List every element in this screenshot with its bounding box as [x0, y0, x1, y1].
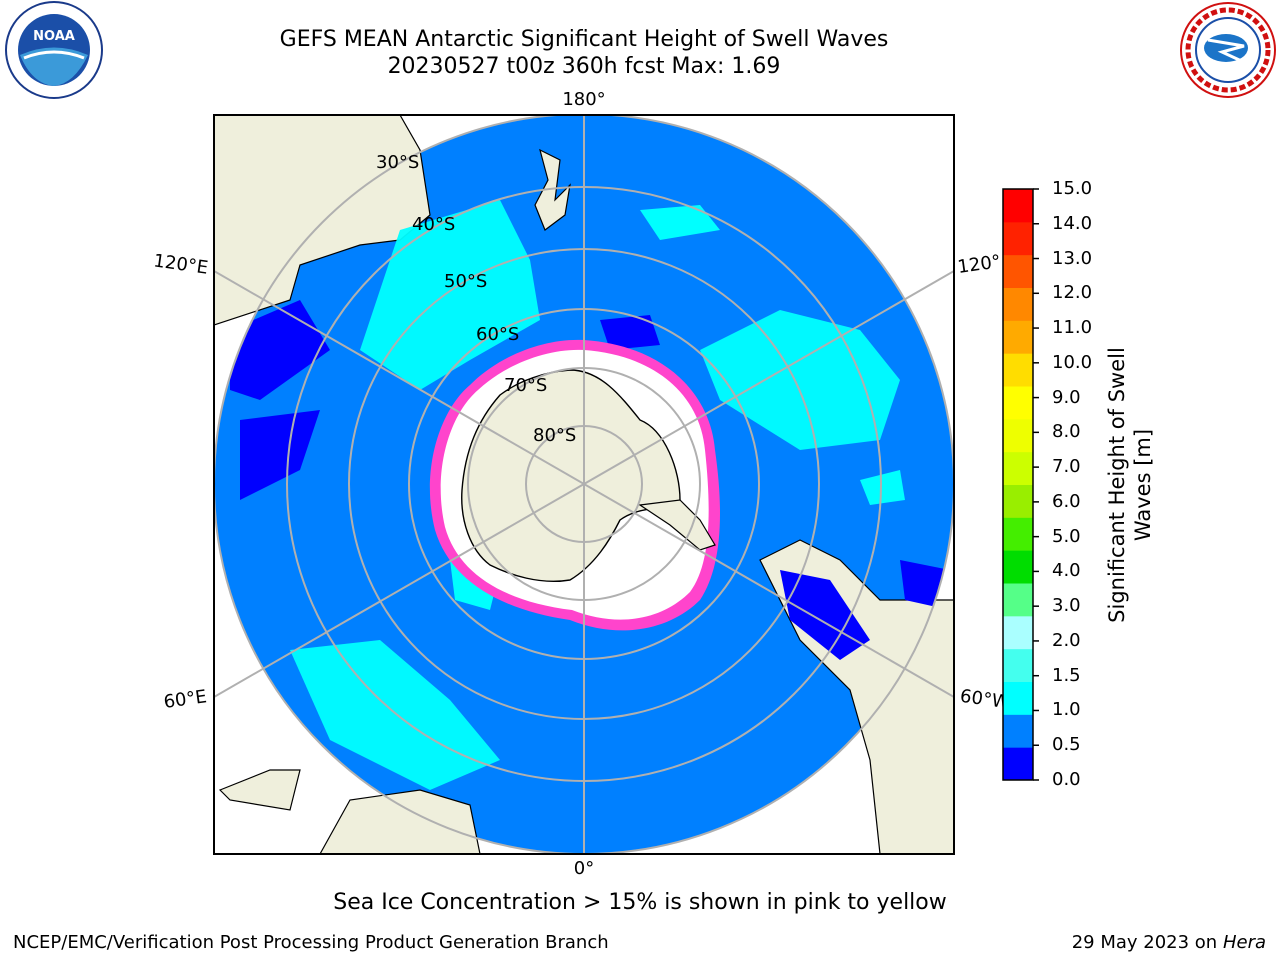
- lon-label-120e: 120°E: [152, 250, 209, 278]
- colorbar-segment: [1003, 484, 1033, 518]
- producer-credit: NCEP/EMC/Verification Post Processing Pr…: [13, 932, 609, 953]
- lat-label-80: 80°S: [533, 425, 576, 446]
- map-frame: [213, 114, 955, 855]
- meridian-60e-120w: [214, 270, 954, 698]
- colorbar-tick-label: 9.0: [1052, 386, 1081, 408]
- colorbar-segment: [1003, 254, 1033, 288]
- colorbar-tick-label: 2.0: [1052, 629, 1081, 651]
- madagascar-land: [218, 769, 301, 811]
- colorbar-segment: [1003, 648, 1033, 682]
- colorbar-segment: [1003, 714, 1033, 748]
- graticule: [214, 115, 954, 854]
- colorbar-tick-label: 8.0: [1052, 421, 1081, 443]
- noaa-logo: NOAA: [5, 1, 103, 99]
- colorbar-segment: [1003, 517, 1033, 551]
- lon-label-60e: 60°E: [162, 686, 208, 713]
- machine-name: Hera: [1222, 932, 1266, 953]
- colorbar-segment: [1003, 583, 1033, 617]
- colorbar-tick-label: 0.0: [1052, 769, 1081, 790]
- lat-label-50: 50°S: [444, 271, 487, 292]
- colorbar-segment: [1003, 353, 1033, 387]
- colorbar-tick-label: 1.5: [1052, 664, 1081, 686]
- colorbar-segment: [1003, 189, 1033, 223]
- low-swell-patch: [230, 300, 330, 400]
- colorbar: [1002, 188, 1039, 781]
- low-swell-patch: [600, 315, 660, 350]
- colorbar-tick-label: 3.0: [1052, 595, 1081, 617]
- swell-patch: [860, 470, 905, 505]
- colorbar-segment: [1003, 747, 1033, 781]
- colorbar-tick-label: 14.0: [1052, 212, 1093, 234]
- chart-title: GEFS MEAN Antarctic Significant Height o…: [279, 27, 889, 52]
- swell-patch: [700, 310, 900, 450]
- colorbar-tick-label: 5.0: [1052, 525, 1081, 547]
- low-swell-patch: [240, 410, 320, 500]
- colorbar-tick-label: 10.0: [1052, 351, 1093, 373]
- colorbar-tick-label: 1.0: [1052, 699, 1081, 721]
- colorbar-tick-label: 12.0: [1052, 282, 1093, 304]
- swell-patch: [640, 205, 720, 240]
- generation-date: 29 May 2023 on Hera: [1072, 932, 1266, 953]
- lat-label-70: 70°S: [504, 375, 547, 396]
- nws-logo: [1180, 2, 1276, 98]
- antarctic-peninsula: [638, 499, 716, 551]
- colorbar-segment: [1003, 681, 1033, 715]
- colorbar-segment: [1003, 320, 1033, 354]
- colorbar-segment: [1003, 451, 1033, 485]
- date-text: 29 May 2023 on: [1071, 932, 1218, 953]
- svg-text:NOAA: NOAA: [33, 29, 75, 44]
- colorbar-tick-label: 4.0: [1052, 560, 1081, 582]
- lat-label-60: 60°S: [476, 324, 519, 345]
- colorbar-segment: [1003, 287, 1033, 321]
- colorbar-segment: [1003, 550, 1033, 584]
- colorbar-tick-label: 0.5: [1052, 734, 1081, 756]
- lat-label-40: 40°S: [412, 214, 455, 235]
- swell-patch: [290, 640, 500, 790]
- lon-label-180: 180°: [562, 89, 605, 110]
- colorbar-segment: [1003, 221, 1033, 256]
- colorbar-tick-label: 11.0: [1052, 317, 1093, 339]
- lon-label-0: 0°: [574, 858, 594, 879]
- colorbar-segment: [1003, 615, 1033, 650]
- colorbar-segment: [1003, 386, 1033, 420]
- sea-ice-note: Sea Ice Concentration > 15% is shown in …: [333, 890, 947, 915]
- colorbar-tick-label: 15.0: [1052, 178, 1093, 199]
- lat-label-30: 30°S: [376, 152, 419, 173]
- chart-subtitle: 20230527 t00z 360h fcst Max: 1.69: [387, 54, 781, 79]
- lon-label-120w: 120°: [956, 251, 1002, 278]
- colorbar-frame: [1002, 188, 1034, 781]
- colorbar-tick-label: 13.0: [1052, 247, 1093, 269]
- colorbar-tick-label: 7.0: [1052, 456, 1081, 478]
- colorbar-segment: [1003, 418, 1033, 453]
- colorbar-label: Significant Height of Swell Waves [m]: [1105, 347, 1155, 623]
- low-swell-patch: [780, 570, 870, 660]
- colorbar-tick-label: 6.0: [1052, 490, 1081, 512]
- new-zealand-land: [534, 148, 571, 231]
